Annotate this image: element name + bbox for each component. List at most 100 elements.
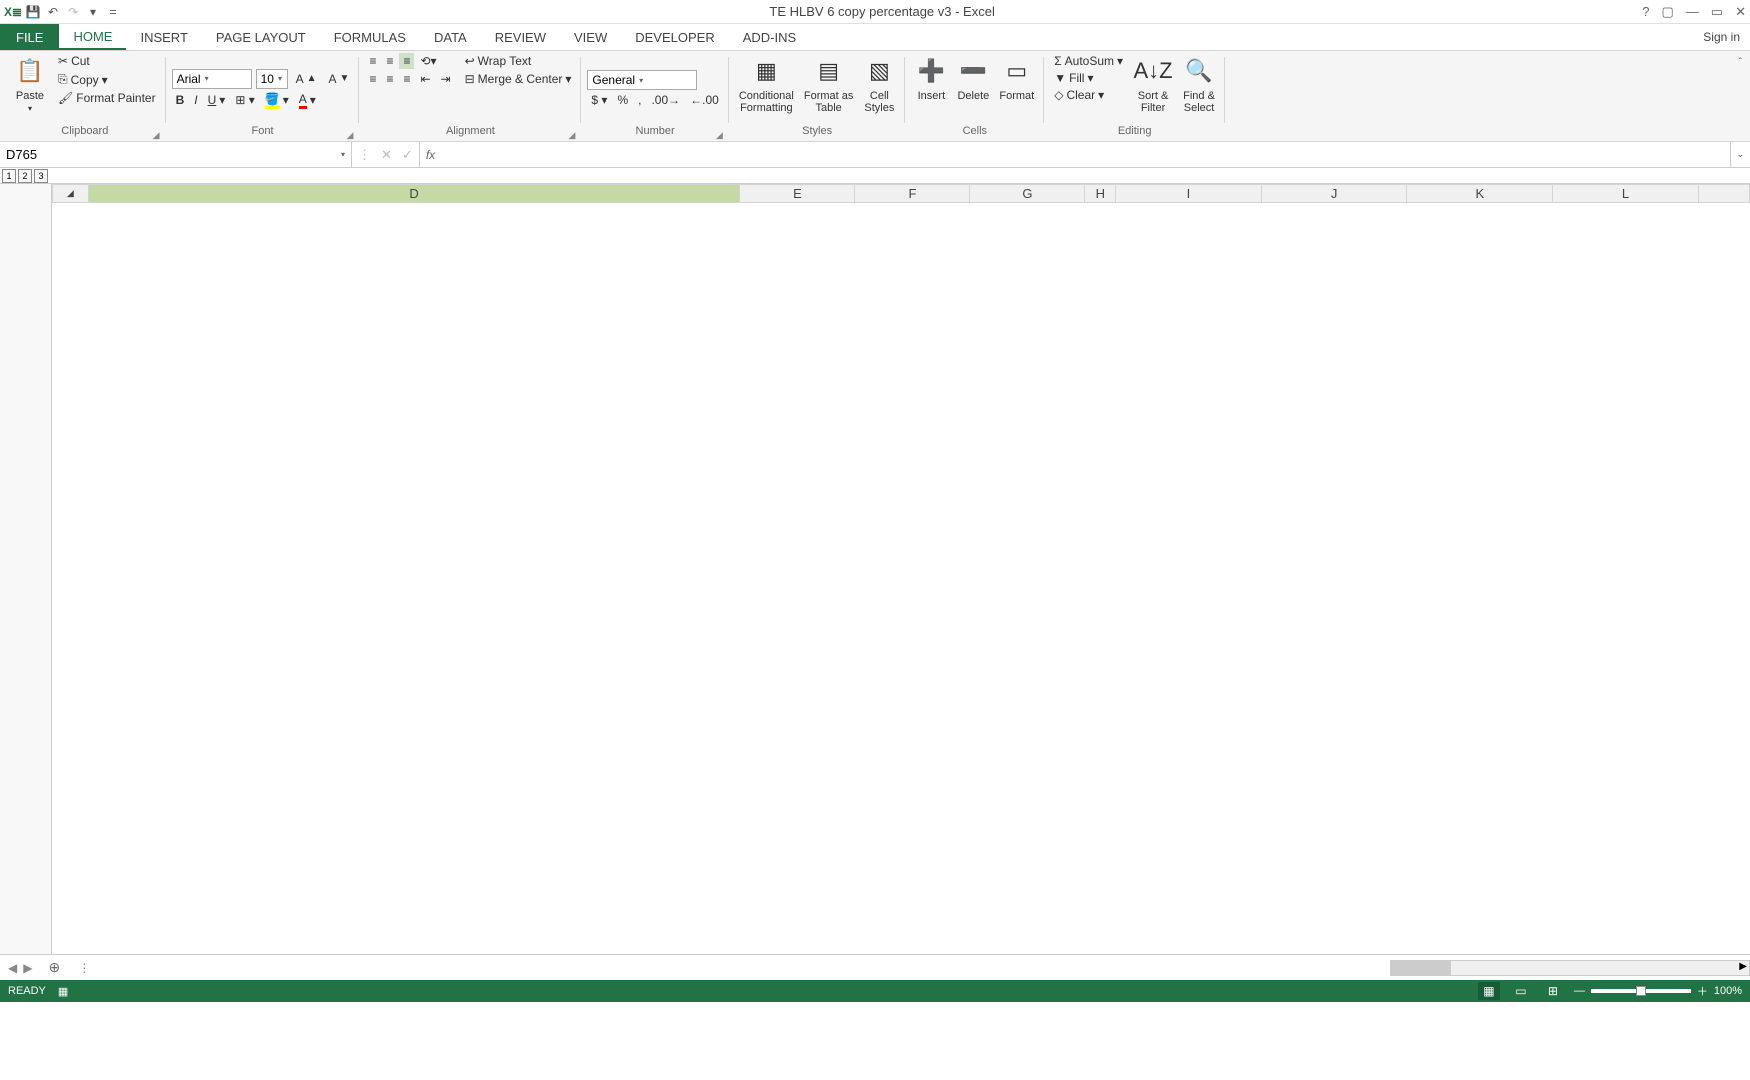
tab-formulas[interactable]: FORMULAS (320, 24, 420, 50)
tab-file[interactable]: FILE (0, 24, 59, 50)
font-name-select[interactable]: Arial▾ (172, 69, 252, 89)
increase-indent-button[interactable]: ⇥ (437, 71, 455, 87)
tab-insert[interactable]: INSERT (126, 24, 201, 50)
decrease-decimal-button[interactable]: ←.00 (686, 92, 723, 108)
col-header-K[interactable]: K (1407, 185, 1553, 203)
insert-cells-button[interactable]: ➕Insert (911, 53, 951, 125)
formula-input[interactable] (441, 147, 1724, 162)
tab-page-layout[interactable]: PAGE LAYOUT (202, 24, 320, 50)
outline-level-2[interactable]: 2 (18, 169, 32, 183)
name-box-input[interactable] (6, 147, 341, 162)
tab-developer[interactable]: DEVELOPER (621, 24, 728, 50)
dialog-launcher-icon[interactable]: ◢ (568, 130, 575, 141)
col-header-D[interactable]: D (88, 185, 740, 203)
new-sheet-button[interactable]: ⊕ (40, 959, 68, 976)
align-middle-button[interactable]: ≡ (382, 53, 397, 69)
help-icon[interactable]: ? (1642, 4, 1649, 19)
dialog-launcher-icon[interactable]: ◢ (347, 130, 354, 141)
formula-input-wrap[interactable]: fx (420, 142, 1730, 167)
zoom-slider[interactable] (1591, 989, 1691, 993)
clear-button[interactable]: ◇Clear ▾ (1050, 87, 1127, 103)
delete-cells-button[interactable]: ➖Delete (953, 53, 993, 125)
fx-icon[interactable]: fx (426, 148, 435, 162)
align-left-button[interactable]: ≡ (365, 71, 380, 87)
format-as-table-button[interactable]: ▤Format as Table (800, 53, 858, 125)
sign-in-link[interactable]: Sign in (1693, 24, 1750, 50)
tab-prev-icon[interactable]: ▶ (23, 961, 32, 975)
tab-data[interactable]: DATA (420, 24, 481, 50)
italic-button[interactable]: I (190, 92, 201, 108)
wrap-text-button[interactable]: ↩Wrap Text (461, 53, 576, 69)
dialog-launcher-icon[interactable]: ◢ (716, 130, 723, 141)
scroll-right-icon[interactable]: ▶ (1739, 961, 1747, 972)
ribbon-display-icon[interactable]: ▢ (1662, 4, 1674, 20)
col-header-G[interactable]: G (970, 185, 1085, 203)
copy-button[interactable]: ⎘Copy ▾ (54, 71, 160, 88)
align-top-button[interactable]: ≡ (365, 53, 380, 69)
fill-button[interactable]: ▼Fill ▾ (1050, 70, 1127, 86)
paste-button[interactable]: 📋Paste▾ (10, 53, 50, 125)
fill-color-button[interactable]: 🪣▾ (261, 91, 293, 110)
dialog-launcher-icon[interactable]: ◢ (153, 130, 160, 141)
page-break-view-button[interactable]: ⊞ (1542, 982, 1564, 1000)
orientation-button[interactable]: ⟲▾ (416, 53, 440, 69)
zoom-thumb[interactable] (1636, 986, 1646, 996)
align-right-button[interactable]: ≡ (399, 71, 414, 87)
align-bottom-button[interactable]: ≡ (399, 53, 414, 69)
font-color-button[interactable]: A▾ (295, 91, 320, 110)
redo-icon[interactable]: ↷ (64, 3, 82, 21)
accounting-button[interactable]: $ ▾ (587, 92, 611, 108)
col-header-E[interactable]: E (740, 185, 855, 203)
close-icon[interactable]: ✕ (1735, 4, 1746, 20)
col-header-H[interactable]: H (1085, 185, 1116, 203)
page-layout-view-button[interactable]: ▭ (1510, 982, 1532, 1000)
normal-view-button[interactable]: ▦ (1478, 982, 1500, 1000)
merge-center-button[interactable]: ⊟Merge & Center ▾ (461, 71, 576, 87)
cancel-icon[interactable]: ✕ (381, 147, 392, 163)
tab-home[interactable]: HOME (59, 24, 126, 50)
scroll-thumb[interactable] (1391, 961, 1451, 975)
tab-review[interactable]: REVIEW (481, 24, 560, 50)
maximize-icon[interactable]: ▭ (1711, 4, 1723, 20)
bold-button[interactable]: B (172, 92, 189, 108)
format-cells-button[interactable]: ▭Format (995, 53, 1038, 125)
outline-level-3[interactable]: 3 (34, 169, 48, 183)
qat-customize-icon[interactable]: ▾ (84, 3, 102, 21)
col-header-I[interactable]: I (1116, 185, 1262, 203)
zoom-in-button[interactable]: ＋ (1697, 983, 1708, 999)
tab-add-ins[interactable]: ADD-INS (729, 24, 810, 50)
align-center-button[interactable]: ≡ (382, 71, 397, 87)
zoom-level[interactable]: 100% (1714, 985, 1742, 997)
sort-filter-button[interactable]: A↓ZSort & Filter (1133, 53, 1173, 125)
col-header-rh[interactable]: ◢ (53, 185, 89, 203)
name-box-dropdown-icon[interactable]: ▾ (341, 150, 345, 159)
autosum-button[interactable]: ΣAutoSum ▾ (1050, 53, 1127, 69)
format-painter-button[interactable]: 🖌Format Painter (54, 90, 160, 106)
grid[interactable]: ◢DEFGHIJKL (52, 184, 1750, 954)
horizontal-scrollbar[interactable]: ◀▶ (1390, 960, 1750, 976)
undo-icon[interactable]: ↶ (44, 3, 62, 21)
expand-formula-bar-icon[interactable]: ⌄ (1730, 142, 1750, 167)
col-header-F[interactable]: F (855, 185, 970, 203)
cell-styles-button[interactable]: ▧Cell Styles (859, 53, 899, 125)
name-box[interactable]: ▾ (0, 142, 352, 167)
collapse-ribbon-icon[interactable]: ˆ (1735, 53, 1746, 141)
decrease-indent-button[interactable]: ⇤ (416, 71, 434, 87)
find-select-button[interactable]: 🔍Find & Select (1179, 53, 1219, 125)
shrink-font-button[interactable]: A▼ (325, 71, 354, 87)
grow-font-button[interactable]: A▲ (292, 71, 321, 87)
zoom-out-button[interactable]: — (1574, 985, 1585, 997)
col-header-L[interactable]: L (1553, 185, 1699, 203)
minimize-icon[interactable]: — (1686, 4, 1699, 19)
formula-more-icon[interactable]: ⋮ (358, 147, 371, 163)
enter-icon[interactable]: ✓ (402, 147, 413, 163)
col-header-M[interactable] (1698, 185, 1749, 203)
percent-button[interactable]: % (613, 92, 632, 108)
comma-button[interactable]: , (634, 92, 645, 108)
underline-button[interactable]: U ▾ (204, 92, 230, 108)
number-format-select[interactable]: General▾ (587, 70, 697, 90)
increase-decimal-button[interactable]: .00→ (647, 92, 684, 108)
macro-record-icon[interactable]: ▦ (58, 985, 68, 998)
save-icon[interactable]: 💾 (24, 3, 42, 21)
cut-button[interactable]: ✂Cut (54, 53, 160, 69)
